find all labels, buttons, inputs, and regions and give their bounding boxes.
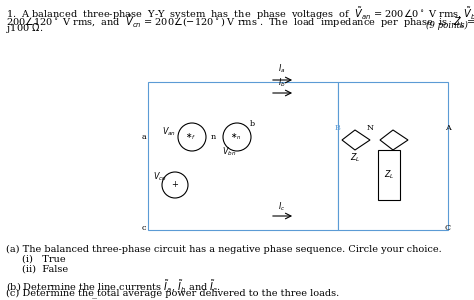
Text: (ii)  False: (ii) False xyxy=(22,265,68,274)
Text: $V_{bn}$: $V_{bn}$ xyxy=(222,146,236,158)
Circle shape xyxy=(162,172,188,198)
Text: $+$: $+$ xyxy=(171,179,179,189)
Text: $\ast_n$: $\ast_n$ xyxy=(230,130,242,142)
Circle shape xyxy=(223,123,251,151)
Text: j100 $\Omega$.: j100 $\Omega$. xyxy=(6,21,43,35)
Circle shape xyxy=(178,123,206,151)
Text: 1.  A balanced  three-phase  Y-Y  system  has  the  phase  voltages  of  $\tilde: 1. A balanced three-phase Y-Y system has… xyxy=(6,5,474,22)
Text: (i)   True: (i) True xyxy=(22,255,65,264)
Text: (b) Determine the line currents $\tilde{I}_a$, $\tilde{I}_b$ and $\tilde{I}_c$.: (b) Determine the line currents $\tilde{… xyxy=(6,278,221,295)
Text: (a) The balanced three-phase circuit has a negative phase sequence. Circle your : (a) The balanced three-phase circuit has… xyxy=(6,245,442,254)
Text: 200$\angle$120$^\circ$ V rms,  and  $\tilde{V}_{cn}$ = 200$\angle$($-$120$^\circ: 200$\angle$120$^\circ$ V rms, and $\tild… xyxy=(6,13,474,30)
Bar xyxy=(148,82,338,230)
Text: C: C xyxy=(445,224,451,232)
Text: $I_c$: $I_c$ xyxy=(278,200,286,213)
Text: b: b xyxy=(249,120,255,128)
Text: $I_a$: $I_a$ xyxy=(278,62,286,75)
Text: $V_{cn}$: $V_{cn}$ xyxy=(153,171,167,183)
Text: (c) Determine the ̲total average power delivered to the three loads.: (c) Determine the ̲total average power d… xyxy=(6,288,339,298)
Text: a: a xyxy=(141,133,146,141)
Text: B: B xyxy=(335,124,341,132)
Text: n: n xyxy=(210,133,216,141)
Text: $Z_L$: $Z_L$ xyxy=(350,152,360,164)
Bar xyxy=(338,82,448,230)
Text: $Z_L$: $Z_L$ xyxy=(384,169,394,181)
Text: (9 points): (9 points) xyxy=(426,21,468,30)
Bar xyxy=(378,150,400,200)
Text: c: c xyxy=(142,224,146,232)
Text: $Z_L$: $Z_L$ xyxy=(388,152,398,164)
Text: $V_{an}$: $V_{an}$ xyxy=(162,126,176,138)
Polygon shape xyxy=(380,130,408,150)
Text: N: N xyxy=(366,124,374,132)
Text: A: A xyxy=(445,124,451,132)
Polygon shape xyxy=(342,130,370,150)
Text: $\ast_f$: $\ast_f$ xyxy=(185,130,197,142)
Text: $I_b$: $I_b$ xyxy=(278,76,286,89)
